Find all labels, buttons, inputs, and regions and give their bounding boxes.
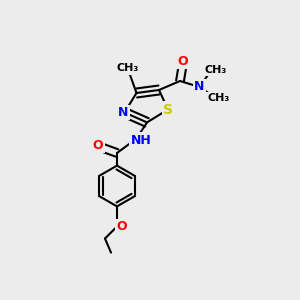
Text: CH₃: CH₃ xyxy=(116,63,139,74)
Text: O: O xyxy=(178,55,188,68)
Text: O: O xyxy=(116,220,127,233)
Text: CH₃: CH₃ xyxy=(207,93,230,103)
Text: N: N xyxy=(194,80,205,94)
Text: S: S xyxy=(163,103,173,116)
Text: N: N xyxy=(118,106,128,119)
Text: NH: NH xyxy=(130,134,152,147)
Text: O: O xyxy=(93,139,104,152)
Text: CH₃: CH₃ xyxy=(204,64,226,75)
